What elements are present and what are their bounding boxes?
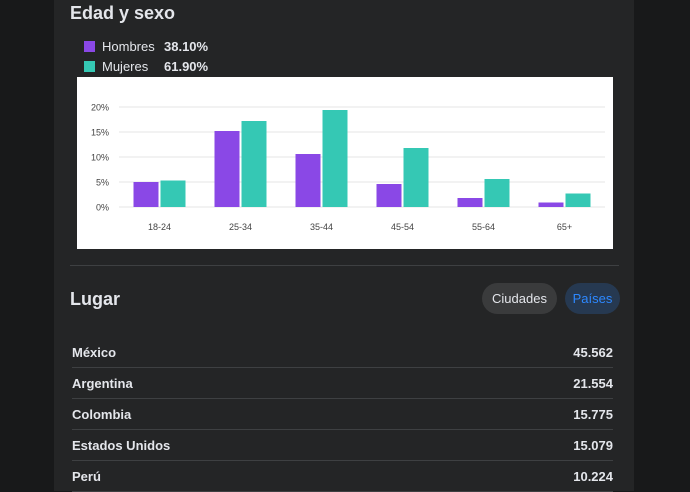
location-name: Argentina <box>72 375 133 391</box>
right-background <box>634 0 690 491</box>
insights-card: Edad y sexo Hombres 38.10% Mujeres 61.90… <box>54 0 634 492</box>
legend-label-women: Mujeres <box>102 58 149 74</box>
location-row: Colombia 15.775 <box>72 399 613 430</box>
location-title: Lugar <box>70 289 121 309</box>
location-value: 21.554 <box>573 375 613 391</box>
y-tick-label: 5% <box>96 178 109 188</box>
location-row: Estados Unidos 15.079 <box>72 430 613 461</box>
x-tick-label: 65+ <box>557 222 572 232</box>
location-value: 15.775 <box>573 406 613 422</box>
bar-women-35-44 <box>322 110 348 207</box>
location-row: México 45.562 <box>72 337 613 368</box>
legend-label-men: Hombres <box>102 38 155 54</box>
age-gender-chart: 0% 5% 10% 15% 20% 18-24 25-34 35-44 45-54 55-64 65… <box>77 77 613 249</box>
bar-women-18-24 <box>160 180 186 207</box>
location-name: Estados Unidos <box>72 437 171 453</box>
location-name: México <box>72 344 117 360</box>
x-tick-label: 35-44 <box>310 222 333 232</box>
x-tick-label: 18-24 <box>148 222 171 232</box>
location-value: 15.079 <box>573 437 613 453</box>
legend-item-women: Mujeres 61.90% <box>84 56 208 76</box>
cities-filter-button[interactable]: Ciudades <box>482 283 557 314</box>
x-tick-label: 25-34 <box>229 222 252 232</box>
legend-pct-men: 38.10% <box>164 38 209 54</box>
bar-men-65+ <box>538 202 564 207</box>
bar-women-45-54 <box>403 148 429 207</box>
bar-men-25-34 <box>214 131 240 207</box>
x-tick-label: 55-64 <box>472 222 495 232</box>
left-background <box>0 0 54 491</box>
y-tick-label: 0% <box>96 203 109 213</box>
bar-chart-svg: 0% 5% 10% 15% 20% 18-24 25-34 35-44 45-54 55-64 65… <box>91 103 605 232</box>
x-tick-label: 45-54 <box>391 222 414 232</box>
location-row: Perú 10.224 <box>72 461 613 492</box>
bar-men-45-54 <box>376 184 402 207</box>
location-name: Colombia <box>72 406 132 422</box>
bar-men-18-24 <box>133 182 159 207</box>
section-divider <box>70 265 619 266</box>
location-name: Perú <box>72 468 101 484</box>
bar-women-25-34 <box>241 121 267 207</box>
y-tick-label: 10% <box>91 153 109 163</box>
location-value: 10.224 <box>573 468 613 484</box>
y-tick-label: 20% <box>91 103 109 113</box>
chart-legend: Hombres 38.10% Mujeres 61.90% <box>84 36 208 76</box>
legend-pct-women: 61.90% <box>164 58 209 74</box>
y-tick-label: 15% <box>91 128 109 138</box>
bar-women-55-64 <box>484 179 510 207</box>
countries-filter-button[interactable]: Países <box>565 283 620 314</box>
location-value: 45.562 <box>573 344 613 360</box>
bar-men-55-64 <box>457 198 483 207</box>
bar-women-65+ <box>565 193 591 207</box>
women-swatch <box>84 60 95 72</box>
location-row: Argentina 21.554 <box>72 368 613 399</box>
age-gender-title: Edad y sexo <box>70 3 176 23</box>
men-swatch <box>84 40 95 52</box>
bar-men-35-44 <box>295 154 321 207</box>
legend-item-men: Hombres 38.10% <box>84 36 208 56</box>
